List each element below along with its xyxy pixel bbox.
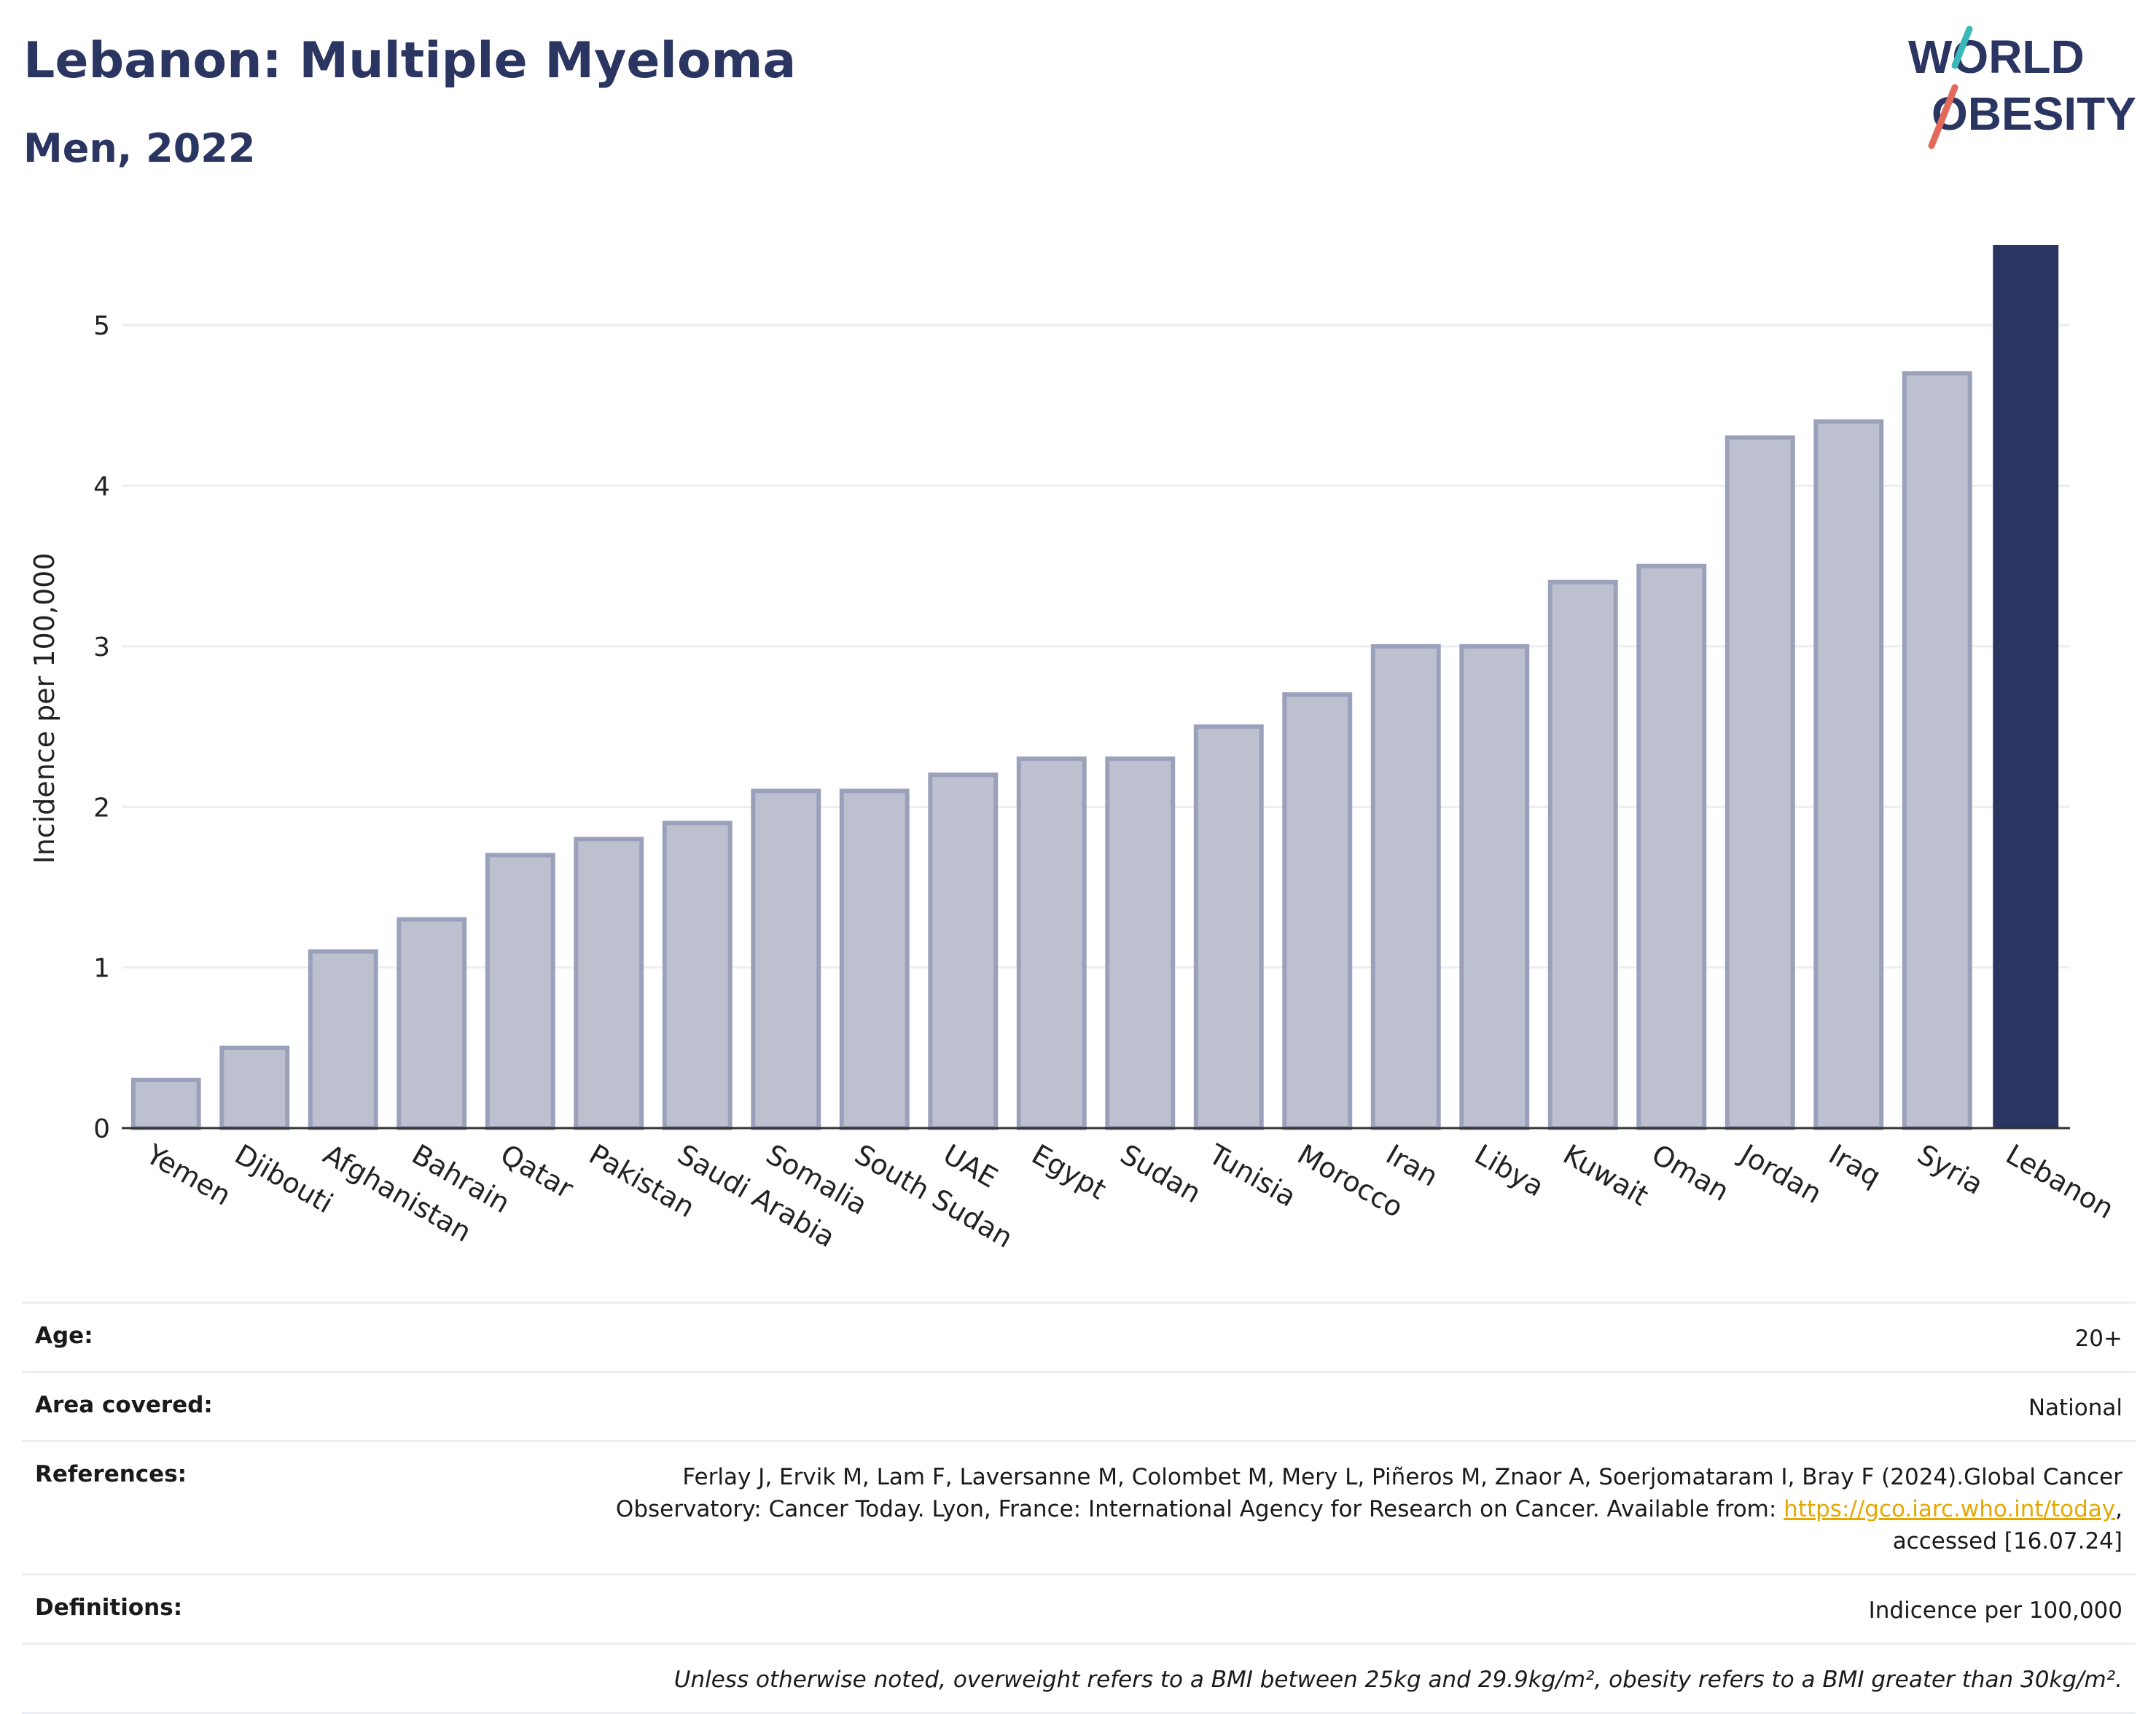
y-tick-label: 0: [93, 1114, 110, 1144]
bar-bahrain: [397, 917, 467, 1130]
x-tick-label: Yemen: [140, 1138, 236, 1212]
definitions-label: Definitions:: [35, 1594, 183, 1621]
bar-jordan: [1725, 435, 1795, 1130]
page-subtitle: Men, 2022: [23, 125, 256, 171]
bar-uae: [928, 772, 999, 1130]
bar-lebanon: [1993, 245, 2059, 1128]
bar-iran: [1370, 643, 1441, 1130]
references-value: Ferlay J, Ervik M, Lam F, Laversanne M, …: [555, 1461, 2122, 1557]
definitions-value: Indicence per 100,000: [1868, 1597, 2122, 1624]
x-tick-label: Afghanistan: [318, 1138, 477, 1248]
bar-syria: [1902, 371, 1972, 1130]
references-suffix: , accessed [16.07.24]: [1892, 1496, 2122, 1554]
x-tick-label: Djibouti: [230, 1138, 339, 1220]
x-tick-label: Jordan: [1734, 1138, 1827, 1210]
bar-chart: 0 1 2 3 4 5 Incidence per 100,000 YemenDjibouti…: [28, 245, 2120, 1254]
area-value: National: [2028, 1395, 2122, 1421]
area-label: Area covered:: [35, 1392, 213, 1418]
meta-row-definitions: Definitions: Indicence per 100,000: [22, 1573, 2136, 1643]
bar-morocco: [1282, 692, 1353, 1130]
y-tick-label: 2: [93, 793, 110, 823]
logo-line2: OBESITY: [1932, 87, 2136, 140]
meta-row-area: Area covered: National: [22, 1371, 2136, 1440]
references-link[interactable]: https://gco.iarc.who.int/today: [1784, 1496, 2116, 1522]
x-tick-label: Kuwait: [1558, 1138, 1654, 1213]
bar-iraq: [1813, 419, 1884, 1130]
meta-row-note: Unless otherwise noted, overweight refer…: [22, 1643, 2136, 1714]
x-tick-label: South Sudan: [849, 1138, 1018, 1254]
x-tick-label: Egypt: [1026, 1138, 1112, 1206]
x-tick-label: Tunisia: [1203, 1138, 1301, 1213]
x-tick-label: Syria: [1912, 1138, 1988, 1201]
bar-yemen: [130, 1077, 201, 1130]
bar-south-sudan: [839, 788, 910, 1130]
bar-libya: [1459, 643, 1530, 1130]
y-tick-label: 3: [93, 633, 110, 662]
bar-somalia: [751, 788, 821, 1130]
bar-saudi-arabia: [662, 821, 733, 1130]
page-title: Lebanon: Multiple Myeloma: [23, 32, 797, 90]
world-obesity-logo: WORLD OBESITY: [1908, 26, 2136, 149]
bar-qatar: [485, 853, 555, 1131]
metadata-table: Age: 20+ Area covered: National Referenc…: [22, 1302, 2136, 1714]
y-tick-label: 5: [93, 311, 110, 341]
logo-slash-bottom: [1928, 84, 1958, 149]
x-tick-label: Lebanon: [2001, 1138, 2120, 1225]
x-tick-label: Iraq: [1824, 1138, 1886, 1193]
bar-afghanistan: [308, 949, 378, 1130]
logo-slash-top: [1951, 26, 1973, 69]
x-tick-label: Oman: [1647, 1138, 1735, 1208]
meta-row-references: References: Ferlay J, Ervik M, Lam F, La…: [22, 1440, 2136, 1573]
x-tick-label: Sudan: [1115, 1138, 1207, 1210]
y-tick-label: 1: [93, 954, 110, 984]
logo-line1: WORLD: [1908, 31, 2085, 83]
age-value: 20+: [2074, 1326, 2122, 1352]
references-label: References:: [35, 1461, 187, 1487]
y-tick-label: 4: [93, 472, 110, 502]
x-tick-label: Libya: [1469, 1138, 1550, 1203]
meta-row-age: Age: 20+: [22, 1302, 2136, 1371]
bmi-note: Unless otherwise noted, overweight refer…: [673, 1667, 2122, 1693]
bar-egypt: [1016, 756, 1087, 1131]
bar-oman: [1636, 563, 1707, 1130]
age-label: Age:: [35, 1323, 93, 1349]
bar-sudan: [1105, 756, 1176, 1131]
bar-kuwait: [1547, 579, 1618, 1130]
references-text: Ferlay J, Ervik M, Lam F, Laversanne M, …: [615, 1464, 2122, 1522]
y-axis-title: Incidence per 100,000: [28, 552, 60, 864]
bar-djibouti: [219, 1045, 290, 1131]
bar-tunisia: [1193, 724, 1264, 1130]
bar-pakistan: [574, 837, 644, 1130]
